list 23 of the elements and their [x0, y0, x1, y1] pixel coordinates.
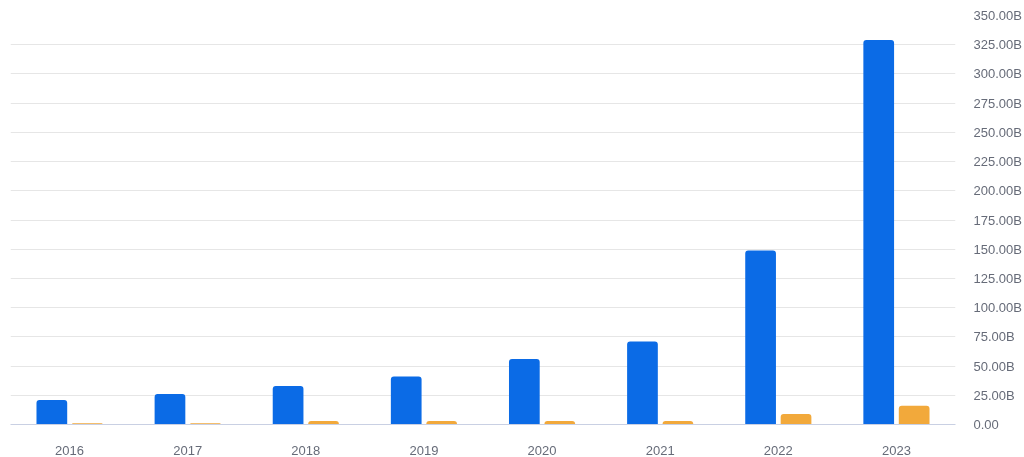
- y-tick-label: 175.00B: [973, 212, 1022, 228]
- x-tick-label: 2023: [881, 442, 911, 457]
- y-tick-label: 300.00B: [973, 66, 1022, 82]
- y-tick-label: 0.00: [973, 417, 999, 432]
- y-tick-label: 275.00B: [973, 95, 1022, 111]
- y-tick-label: 50.00B: [973, 358, 1015, 374]
- x-tick-label: 2021: [645, 442, 675, 457]
- y-tick-label: 25.00B: [973, 387, 1015, 403]
- y-tick-label: 225.00B: [973, 154, 1022, 170]
- y-tick-label: 150.00B: [973, 241, 1022, 257]
- x-tick-label: 2022: [763, 442, 793, 457]
- x-tick-label: 2017: [173, 442, 203, 457]
- y-tick-label: 250.00B: [973, 124, 1022, 140]
- y-tick-label: 125.00B: [973, 270, 1022, 286]
- y-tick-label: 200.00B: [973, 183, 1022, 199]
- y-tick-label: 350.00B: [973, 8, 1022, 23]
- x-tick-label: 2018: [291, 442, 321, 457]
- x-tick-label: 2019: [409, 442, 439, 457]
- y-tick-label: 325.00B: [973, 37, 1022, 53]
- x-tick-label: 2016: [55, 442, 85, 457]
- x-tick-label: 2020: [527, 442, 557, 457]
- y-tick-label: 100.00B: [973, 300, 1022, 316]
- y-tick-label: 75.00B: [973, 329, 1015, 345]
